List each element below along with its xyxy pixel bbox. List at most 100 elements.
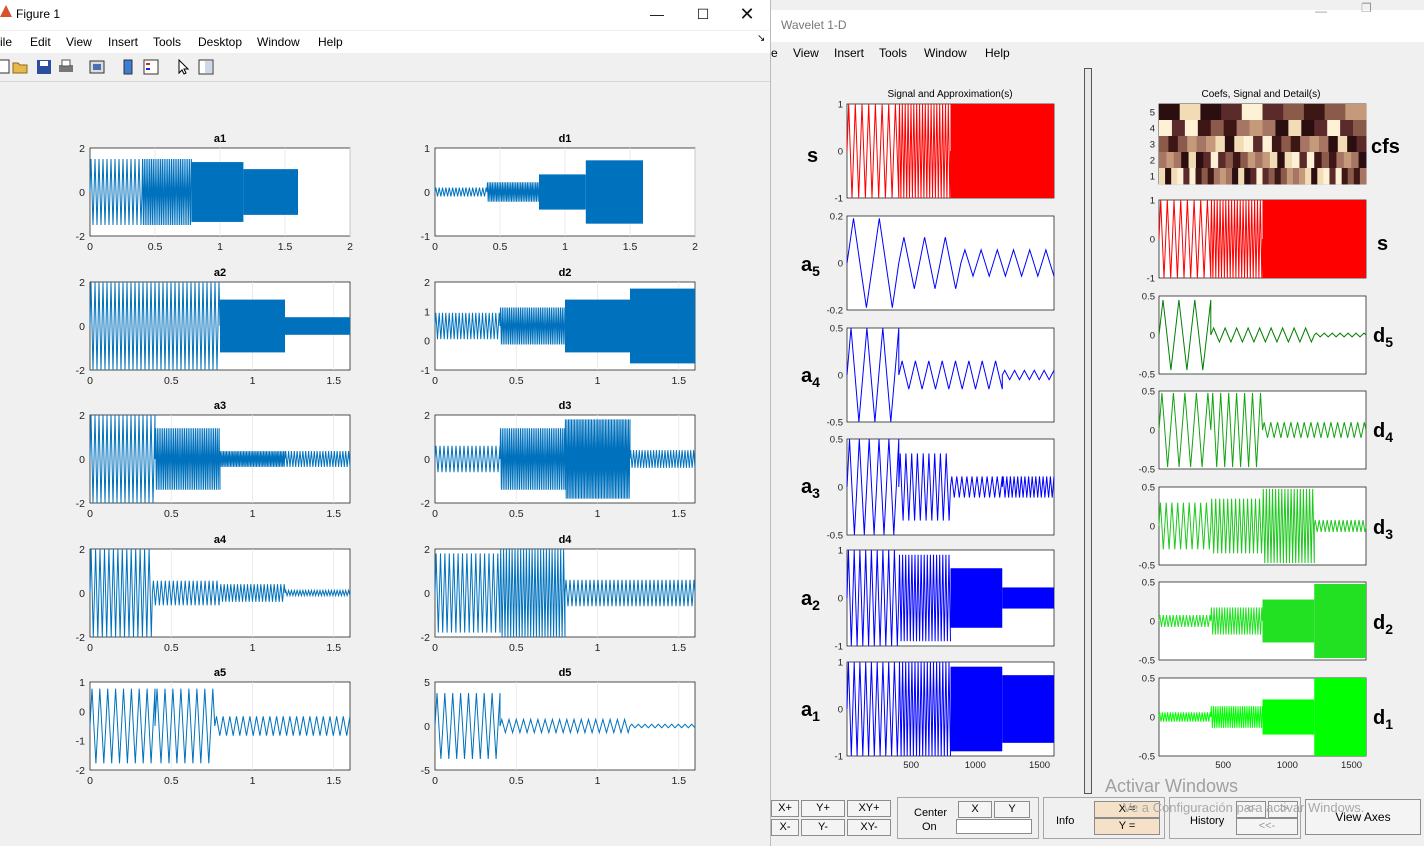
right-panel-xtick: 1000	[1277, 760, 1298, 771]
open-file-icon[interactable]	[12, 59, 28, 75]
label-d4: d4	[1373, 420, 1394, 445]
cfs-cell	[1351, 152, 1360, 169]
legend-icon[interactable]	[143, 59, 159, 75]
cfs-cell	[1195, 168, 1203, 185]
wav-menu-window[interactable]: Window	[924, 46, 967, 60]
wav-menu-help[interactable]: Help	[985, 46, 1010, 60]
right-panel-1-ytick: 0	[1150, 235, 1155, 246]
yplus-button[interactable]: Y+	[801, 800, 845, 817]
cfs-cell	[1301, 120, 1315, 137]
right-panel-1-ytick: 1	[1150, 196, 1155, 207]
xyplus-button[interactable]: XY+	[847, 800, 891, 817]
subplot-a2-band-1	[285, 317, 350, 335]
left-panel-0-ytick: 1	[838, 100, 843, 111]
property-editor-icon[interactable]	[198, 59, 214, 75]
right-panel-2-ytick: 0	[1150, 331, 1155, 342]
subplot-a4-ytick: 2	[79, 544, 85, 556]
history-first-button[interactable]: <<-	[1236, 818, 1298, 835]
cfs-cell	[1238, 168, 1245, 185]
cfs-cell	[1303, 104, 1325, 121]
right-panel-5-band-1	[1314, 583, 1366, 659]
figure-toolbar	[0, 55, 770, 82]
right-panel-3-ytick: 0	[1150, 426, 1155, 437]
left-panel-3-ytick: 0	[838, 483, 843, 494]
center-x-button[interactable]: X	[958, 801, 992, 818]
cfs-cell	[1240, 152, 1249, 169]
subplot-a1-xtick: 0.5	[148, 241, 163, 253]
right-panel-0-ytick: 3	[1150, 140, 1155, 151]
column-divider[interactable]	[1084, 68, 1092, 794]
left-panel-xtick: 500	[903, 760, 919, 771]
left-panel-1-ytick: 0	[838, 259, 843, 270]
yminus-button[interactable]: Y-	[801, 819, 845, 836]
right-panel-5-ytick: 0.5	[1142, 578, 1155, 589]
cfs-cell	[1359, 168, 1367, 185]
menu-file[interactable]: ile	[0, 35, 13, 49]
left-panel-5: 1 0 -1 500 1000 1500	[835, 658, 1055, 771]
xminus-button[interactable]: X-	[771, 819, 799, 836]
label-d3: d3	[1373, 517, 1394, 542]
wav-menu-file[interactable]: e	[771, 46, 778, 60]
menu-insert[interactable]: Insert	[108, 35, 139, 49]
print-icon[interactable]	[58, 59, 74, 75]
save-icon[interactable]	[36, 59, 52, 75]
view-axes-button[interactable]: View Axes	[1305, 799, 1421, 835]
pointer-icon[interactable]	[176, 58, 192, 75]
cfs-cell	[1159, 120, 1173, 137]
maximize-icon[interactable]: ☐	[696, 6, 710, 22]
cfs-cell	[1187, 136, 1198, 153]
cfs-cell	[1268, 168, 1276, 185]
menu-desktop[interactable]: Desktop	[198, 35, 243, 49]
xyminus-button[interactable]: XY-	[847, 819, 891, 836]
wav-menu-view[interactable]: View	[793, 46, 819, 60]
label-a4: a4	[801, 365, 820, 390]
menu-edit[interactable]: Edit	[30, 35, 51, 49]
info-group: Info X = Y =	[1043, 797, 1165, 839]
cfs-cell	[1218, 152, 1226, 169]
left-panel-4-ytick: 1	[838, 546, 843, 557]
menu-tools[interactable]: Tools	[153, 35, 182, 49]
colorbar-icon[interactable]	[120, 59, 136, 75]
dock-arrow-icon[interactable]: ↘	[757, 33, 766, 44]
left-panel-4-ytick: -1	[835, 642, 843, 653]
print-preview-icon[interactable]	[89, 59, 105, 75]
left-panel-2-ytick: 0	[838, 371, 843, 382]
subplot-a5-ytick: 1	[79, 677, 85, 689]
new-figure-icon[interactable]	[0, 59, 12, 75]
cfs-cell	[1165, 168, 1172, 185]
menu-window[interactable]: Window	[257, 35, 300, 49]
center-y-button[interactable]: Y	[994, 801, 1030, 818]
cfs-cell	[1356, 136, 1367, 153]
left-panel-axes	[846, 327, 1055, 423]
subplot-d4-line	[434, 548, 696, 638]
wavelet-maximize-icon[interactable]: ❐	[1361, 1, 1372, 15]
subplot-d5-line	[434, 692, 696, 760]
cfs-cell	[1223, 120, 1238, 137]
right-panel-3-line	[1158, 392, 1367, 468]
subplot-d1-ytick: 1	[424, 143, 430, 155]
subplot-a5-ytick: -2	[76, 765, 85, 777]
menu-help[interactable]: Help	[318, 35, 343, 49]
cfs-cell	[1336, 152, 1345, 169]
subplot-d5-xtick: 1	[595, 775, 601, 787]
history-back-button[interactable]: <-	[1236, 801, 1266, 818]
left-panel-5-band-1	[1002, 675, 1054, 743]
subplot-d1-xtick: 1	[562, 241, 568, 253]
xplus-button[interactable]: X+	[771, 800, 799, 817]
subplot-d2-ytick: 0	[424, 336, 430, 348]
subplot-a4-xtick: 1	[250, 642, 256, 654]
wav-menu-tools[interactable]: Tools	[879, 46, 908, 60]
minimize-icon[interactable]: —	[650, 6, 664, 22]
wavelet-minimize-icon[interactable]: —	[1315, 4, 1327, 18]
cfs-cell	[1253, 136, 1263, 153]
right-panel-6-ytick: -0.5	[1139, 752, 1155, 763]
subplot-a4-line	[89, 548, 351, 638]
wav-menu-insert[interactable]: Insert	[834, 46, 865, 60]
figure-menu-bar: ile Edit View Insert Tools Desktop Windo…	[0, 31, 770, 53]
cfs-cell	[1318, 136, 1329, 153]
history-forward-button[interactable]: ->	[1268, 801, 1298, 818]
center-on-field[interactable]	[956, 819, 1032, 834]
menu-view[interactable]: View	[66, 35, 92, 49]
close-icon[interactable]: ✕	[739, 4, 755, 24]
